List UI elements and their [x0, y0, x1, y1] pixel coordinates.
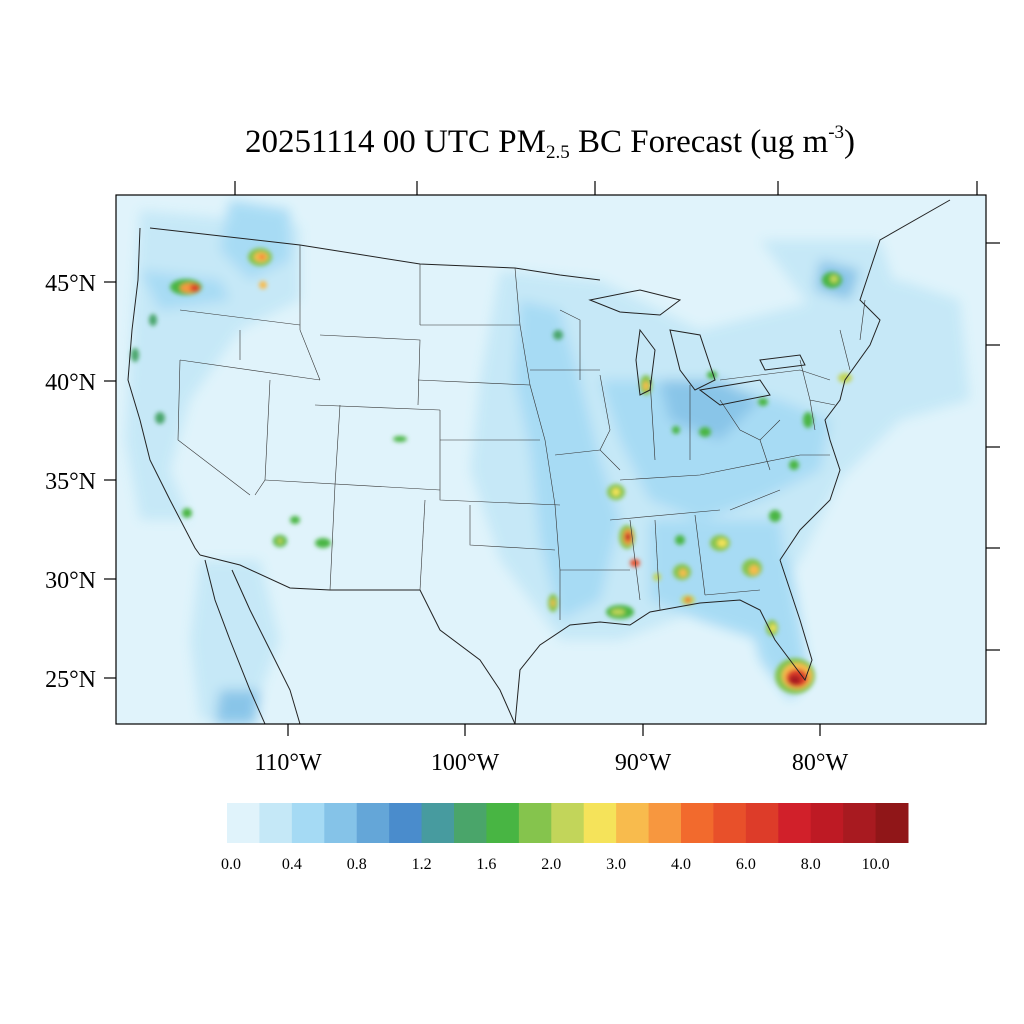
lat-label: 45°N — [45, 271, 96, 297]
colorbar-swatch — [810, 803, 844, 843]
concentration-field — [125, 200, 970, 724]
title-superscript: -3 — [828, 122, 845, 143]
colorbar-swatch — [551, 803, 585, 843]
lat-label: 40°N — [45, 370, 96, 396]
colorbar-label: 0.0 — [221, 856, 241, 873]
colorbar-swatch — [356, 803, 390, 843]
page-title: 20251114 00 UTC PM2.5 BC Forecast (ug m-… — [0, 122, 1024, 164]
colorbar-swatch — [713, 803, 747, 843]
boundaries — [127, 199, 951, 724]
longitude-labels: 110°W 100°W 90°W 80°W — [254, 750, 848, 776]
colorbar-label: 3.0 — [606, 856, 626, 873]
colorbar-swatch — [389, 803, 423, 843]
colorbar-swatch — [583, 803, 617, 843]
colorbar — [227, 803, 909, 843]
colorbar-swatch — [745, 803, 779, 843]
lat-label: 30°N — [45, 568, 96, 594]
colorbar-label: 0.4 — [282, 856, 302, 873]
colorbar-label: 4.0 — [671, 856, 691, 873]
colorbar-swatch — [616, 803, 650, 843]
title-middle: BC Forecast (ug m — [569, 124, 829, 160]
colorbar-swatch — [454, 803, 487, 843]
lat-label: 35°N — [45, 469, 96, 495]
colorbar-swatch — [324, 803, 358, 843]
lon-label: 90°W — [615, 750, 672, 776]
colorbar-swatch — [259, 803, 293, 843]
colorbar-label: 6.0 — [736, 856, 756, 873]
title-suffix: ) — [844, 124, 856, 160]
colorbar-label: 8.0 — [801, 856, 821, 873]
colorbar-swatch — [291, 803, 325, 843]
lat-label: 25°N — [45, 667, 96, 693]
colorbar-label: 10.0 — [862, 856, 890, 873]
colorbar-swatch — [486, 803, 520, 843]
lon-label: 110°W — [254, 750, 322, 776]
colorbar-swatch — [518, 803, 552, 843]
title-subscript: 2.5 — [545, 142, 570, 163]
colorbar-label: 1.6 — [476, 856, 496, 873]
colorbar-label: 2.0 — [541, 856, 561, 873]
map-ticks — [104, 181, 1000, 736]
colorbar-swatch — [681, 803, 714, 843]
colorbar-swatch — [648, 803, 682, 843]
colorbar-labels: 0.0 0.4 0.8 1.2 1.6 2.0 3.0 4.0 6.0 8.0 10.0 — [221, 856, 890, 873]
latitude-labels: 45°N 40°N 35°N 30°N 25°N — [45, 271, 96, 693]
colorbar-swatch — [843, 803, 877, 843]
colorbar-label: 1.2 — [412, 856, 432, 873]
colorbar-label: 0.8 — [347, 856, 367, 873]
colorbar-swatch — [227, 803, 260, 843]
map-frame — [115, 194, 987, 725]
colorbar-swatch — [875, 803, 909, 843]
colorbar-swatch — [421, 803, 455, 843]
colorbar-swatch — [778, 803, 812, 843]
lon-label: 80°W — [792, 750, 849, 776]
title-prefix: 20251114 00 UTC PM — [244, 124, 546, 160]
lon-label: 100°W — [431, 750, 500, 776]
